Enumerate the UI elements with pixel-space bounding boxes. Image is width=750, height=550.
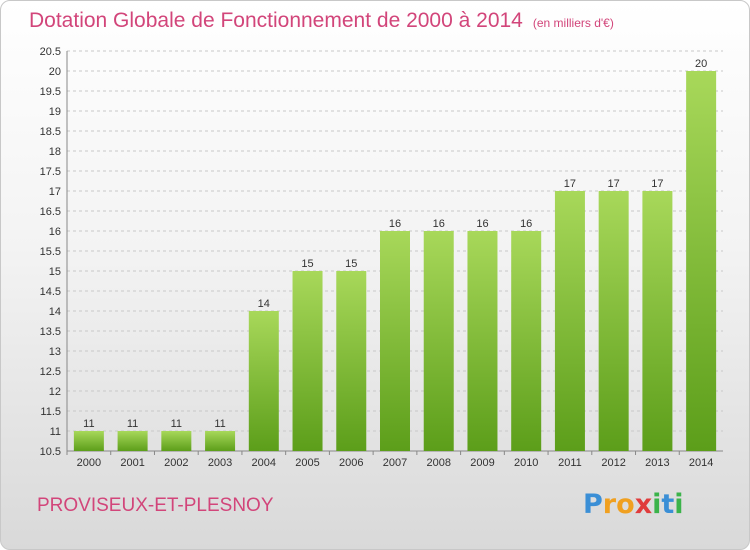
logo-letter: t xyxy=(661,489,675,520)
value-label: 15 xyxy=(301,258,313,270)
value-labels: 11 11 11 11 14 15 15 16 16 16 16 17 17 17 20 xyxy=(83,58,707,430)
x-tick-label: 2004 xyxy=(252,457,276,469)
x-tick-label: 2009 xyxy=(470,457,494,469)
x-tick-label: 2007 xyxy=(383,457,407,469)
x-tick-label: 2013 xyxy=(645,457,669,469)
value-label: 17 xyxy=(651,178,663,190)
y-tick-label: 19 xyxy=(49,106,61,118)
x-tick-label: 2011 xyxy=(558,457,582,469)
x-tick-label: 2012 xyxy=(601,457,625,469)
x-axis-ticks: 2000 2001 2002 2003 2004 2005 2006 2007 2008 2009… xyxy=(66,451,713,469)
value-label: 11 xyxy=(214,418,225,430)
y-tick-label: 17.5 xyxy=(40,166,61,178)
logo-letter: P xyxy=(583,489,603,520)
logo-letter: i xyxy=(652,489,662,520)
y-tick-label: 13 xyxy=(49,346,61,358)
logo-letter: x xyxy=(634,489,653,520)
value-label: 11 xyxy=(127,418,138,430)
value-label: 16 xyxy=(389,218,401,230)
y-tick-label: 15.5 xyxy=(40,246,61,258)
value-label: 15 xyxy=(345,258,357,270)
bar-2009 xyxy=(467,231,498,451)
bar-2008 xyxy=(423,231,454,451)
value-label: 16 xyxy=(520,218,532,230)
x-tick-label: 2006 xyxy=(339,457,363,469)
x-tick-label: 2008 xyxy=(426,457,450,469)
logo-letter: i xyxy=(674,489,684,520)
bar-2003 xyxy=(205,431,236,451)
x-tick-label: 2010 xyxy=(514,457,538,469)
bar-2004 xyxy=(248,311,279,451)
chart-title-text: Dotation Globale de Fonctionnement de 20… xyxy=(29,9,523,32)
y-tick-label: 16.5 xyxy=(40,206,61,218)
bar-2000 xyxy=(73,431,104,451)
bar-2005 xyxy=(292,271,323,451)
x-tick-label: 2001 xyxy=(120,457,144,469)
y-tick-label: 10.5 xyxy=(40,446,61,458)
y-tick-label: 11 xyxy=(50,426,61,438)
bar-2007 xyxy=(380,231,410,451)
value-label: 17 xyxy=(564,178,576,190)
y-tick-label: 16 xyxy=(49,226,61,238)
chart-subtitle: (en milliers d'€) xyxy=(532,16,614,30)
y-tick-label: 20.5 xyxy=(40,46,61,58)
value-label: 11 xyxy=(171,418,182,430)
y-tick-label: 14 xyxy=(49,306,61,318)
logo-letter: r xyxy=(602,489,617,520)
y-tick-label: 12.5 xyxy=(40,366,61,378)
x-tick-label: 2003 xyxy=(208,457,232,469)
bar-2006 xyxy=(336,271,367,451)
y-tick-label: 12 xyxy=(49,386,61,398)
bar-2012 xyxy=(598,191,629,451)
value-label: 16 xyxy=(433,218,445,230)
bar-2002 xyxy=(161,431,192,451)
y-tick-label: 14.5 xyxy=(40,286,61,298)
value-label: 20 xyxy=(695,58,707,70)
bar-2011 xyxy=(554,191,585,451)
y-tick-label: 19.5 xyxy=(40,86,61,98)
y-axis-ticks: 10.5 11 11.5 12 12.5 13 13.5 14 14.5 15 15.5 16 16.5… xyxy=(40,46,61,458)
x-tick-label: 2005 xyxy=(295,457,319,469)
bar-2010 xyxy=(511,231,542,451)
y-tick-label: 15 xyxy=(49,266,61,278)
bar-2014 xyxy=(686,71,717,451)
value-label: 11 xyxy=(83,418,94,430)
y-tick-label: 11.5 xyxy=(40,406,61,418)
y-tick-label: 20 xyxy=(49,66,61,78)
x-tick-label: 2002 xyxy=(164,457,188,469)
y-tick-label: 17 xyxy=(49,186,61,198)
x-tick-label: 2014 xyxy=(689,457,713,469)
logo-letter: o xyxy=(616,489,635,520)
commune-name: PROVISEUX-ET-PLESNOY xyxy=(37,495,274,516)
value-label: 17 xyxy=(608,178,620,190)
bar-2013 xyxy=(642,191,673,451)
proxiti-logo: Proxiti xyxy=(583,489,684,520)
bar-2001 xyxy=(117,431,148,451)
value-label: 14 xyxy=(258,298,270,310)
x-tick-label: 2000 xyxy=(77,457,101,469)
value-label: 16 xyxy=(476,218,488,230)
bars xyxy=(73,71,717,451)
y-tick-label: 18.5 xyxy=(40,126,61,138)
chart-title: Dotation Globale de Fonctionnement de 20… xyxy=(29,9,614,33)
y-tick-label: 18 xyxy=(49,146,61,158)
y-tick-label: 13.5 xyxy=(40,326,61,338)
